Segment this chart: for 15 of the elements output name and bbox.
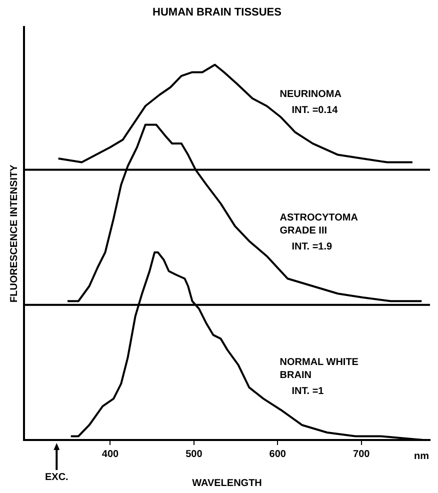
annotation: EXC. — [44, 472, 69, 483]
x-tick-label: 600 — [269, 448, 286, 460]
annotation: INT. =0.14 — [292, 104, 338, 116]
x-axis-title: WAVELENGTH — [192, 478, 262, 489]
text: ASTROCYTOMA GRADE III — [280, 212, 358, 237]
series-label: NEURINOMA — [280, 88, 342, 100]
y-axis-title: FLUORESCENCE INTENSITY — [8, 164, 20, 302]
chart-title: HUMAN BRAIN TISSUES — [152, 6, 282, 19]
text: nm — [414, 450, 430, 462]
annotation: INT. =1.9 — [292, 242, 333, 253]
text: NORMAL WHITE BRAIN — [280, 357, 359, 382]
x-tick-label: 700 — [353, 448, 370, 460]
annotation: INT. =1 — [292, 386, 324, 398]
x-tick-label: 400 — [102, 448, 119, 460]
x-tick-label: 500 — [186, 448, 203, 460]
